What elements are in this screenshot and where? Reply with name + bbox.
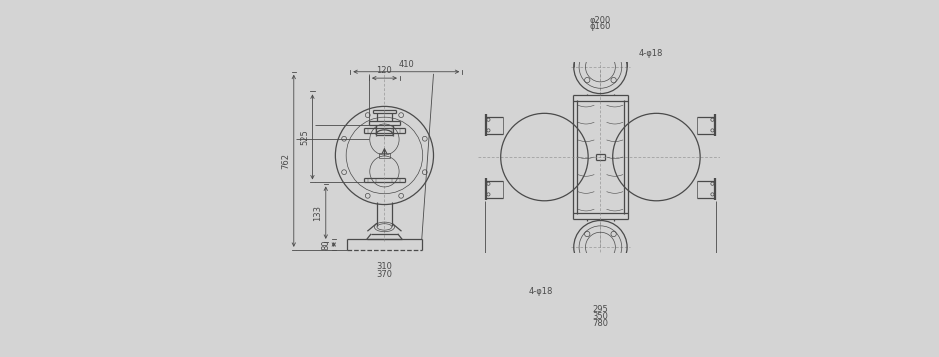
Text: 295: 295 — [593, 305, 608, 314]
Text: 762: 762 — [282, 153, 290, 169]
Text: 4-φ18: 4-φ18 — [639, 49, 663, 59]
Text: 780: 780 — [593, 319, 608, 328]
Text: 310: 310 — [377, 262, 393, 271]
Text: 370: 370 — [377, 270, 393, 278]
Text: 4-φ18: 4-φ18 — [529, 287, 553, 296]
Text: 80: 80 — [321, 239, 331, 250]
Text: φ200: φ200 — [590, 16, 611, 25]
Text: 410: 410 — [398, 60, 414, 69]
Text: 133: 133 — [314, 205, 323, 221]
Text: φ160: φ160 — [590, 22, 611, 31]
Text: 120: 120 — [377, 66, 393, 75]
Text: 525: 525 — [300, 129, 309, 145]
Text: 350: 350 — [593, 312, 608, 321]
